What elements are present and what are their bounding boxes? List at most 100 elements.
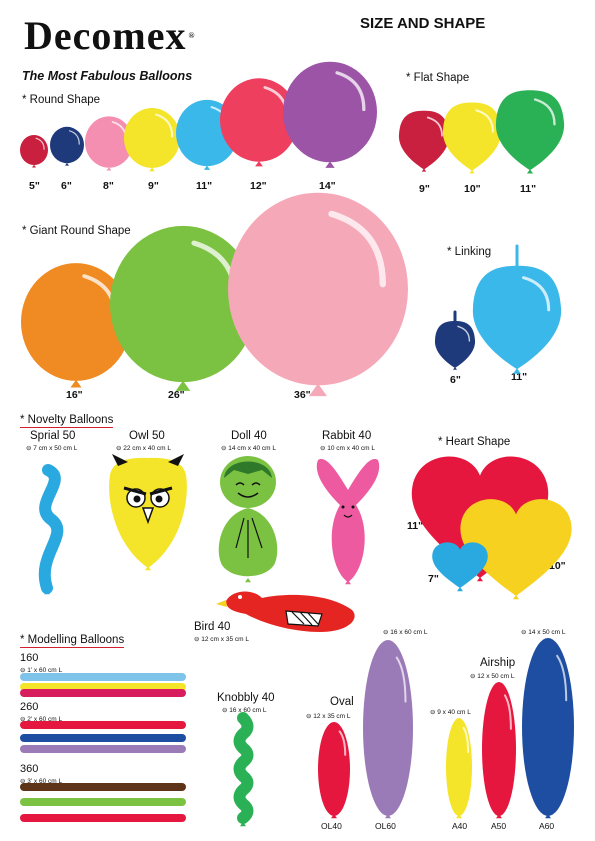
doll-hair	[224, 461, 272, 478]
balloon-knot	[331, 814, 337, 819]
airship-name: Airship	[480, 657, 516, 669]
balloon-knot	[513, 595, 519, 600]
airship-balloon	[446, 718, 472, 819]
balloon-knot	[345, 580, 351, 585]
knobbly-name: Knobbly 40	[217, 692, 275, 704]
giant-size-label: 36"	[294, 389, 311, 401]
balloon-body	[398, 110, 450, 170]
balloon-knot	[70, 379, 82, 388]
airship-dims: ⊖ 9 x 40 cm L	[430, 709, 471, 716]
balloon-highlight	[335, 71, 366, 112]
bird-eye	[238, 595, 242, 599]
round-size-label: 11"	[196, 180, 213, 192]
modelling-balloon	[20, 734, 186, 742]
flat-balloon	[398, 110, 450, 172]
giant-size-label: 26"	[168, 389, 185, 401]
balloon-body	[495, 90, 565, 171]
balloon-highlight	[328, 210, 386, 288]
balloon-knot	[421, 168, 427, 172]
balloon-highlight	[395, 656, 407, 703]
balloon-highlight	[457, 325, 471, 342]
balloon-knot	[145, 566, 151, 571]
round-balloon	[50, 126, 84, 166]
owl-beak	[141, 507, 155, 525]
airship-code: A40	[452, 821, 468, 831]
round-balloon	[124, 108, 180, 172]
oval-dims: ⊖ 16 x 60 cm L	[383, 629, 428, 636]
heart-size-label: 11"	[407, 520, 424, 532]
balloon-body	[20, 135, 48, 165]
balloon-body	[21, 263, 131, 381]
balloon-knot	[513, 368, 521, 374]
balloon-knot	[149, 167, 155, 172]
modelling-balloon	[20, 798, 186, 806]
balloon-body	[228, 192, 408, 386]
modelling-balloon	[20, 673, 186, 681]
balloon-body	[460, 499, 572, 596]
bird-dims: ⊖ 12 cm x 35 cm L	[194, 636, 249, 643]
airship-dims: ⊖ 14 x 50 cm L	[521, 629, 566, 636]
oval-balloon	[318, 722, 350, 819]
balloon-highlight	[338, 730, 347, 756]
modelling-balloon	[20, 745, 186, 753]
novelty-dims: ⊖ 7 cm x 50 cm L	[26, 445, 78, 452]
novelty-heading: * Novelty Balloons	[20, 414, 114, 428]
bird-wing	[285, 610, 323, 627]
balloon-knot	[245, 578, 251, 583]
brand-tagline: The Most Fabulous Balloons	[22, 69, 193, 83]
round-size-label: 9"	[148, 180, 159, 192]
modelling-balloon	[20, 814, 186, 822]
balloon-body	[50, 126, 84, 164]
balloon-knot	[203, 165, 211, 170]
bird-beak	[216, 600, 227, 607]
page-title: SIZE AND SHAPE	[360, 15, 486, 32]
balloon-knot	[44, 590, 50, 595]
balloon-body	[432, 542, 488, 588]
rabbit-eye	[341, 505, 345, 509]
balloon-highlight	[155, 113, 174, 138]
knobbly-balloon	[233, 712, 254, 827]
balloon-body	[38, 464, 64, 594]
balloon-knot	[309, 383, 327, 397]
owl-balloon	[109, 454, 187, 571]
balloon-knot	[175, 380, 191, 391]
balloon-knot	[325, 161, 335, 168]
balloon-body	[446, 718, 472, 816]
balloon-knot	[545, 814, 551, 819]
rabbit-mouth	[343, 514, 353, 518]
balloon-knot	[469, 169, 475, 174]
balloon-highlight	[475, 109, 494, 133]
novelty-name: Rabbit 40	[322, 430, 372, 442]
modelling-heading: * Modelling Balloons	[20, 634, 125, 648]
owl-brows	[123, 486, 173, 496]
rabbit-eye	[351, 505, 355, 509]
airship-code: A60	[539, 821, 555, 831]
linking-heading: * Linking	[447, 246, 492, 258]
flat-heading: * Flat Shape	[406, 72, 470, 84]
oval-dims: ⊖ 12 x 35 cm L	[306, 713, 351, 720]
linking-size-label: 11"	[511, 371, 528, 383]
balloon-body	[522, 638, 574, 816]
linking-size-label: 6"	[450, 374, 461, 386]
balloon-body	[85, 116, 133, 168]
balloon-body	[363, 640, 413, 816]
balloon-body	[283, 61, 377, 163]
doll-mouth	[237, 492, 259, 498]
novelty-name: Sprial 50	[30, 430, 76, 442]
balloon-body	[482, 682, 516, 816]
balloon-body	[316, 459, 380, 582]
balloon-knot	[32, 164, 36, 168]
round-size-label: 14"	[319, 180, 336, 192]
linking-balloon	[434, 310, 476, 370]
balloon-body	[233, 712, 254, 824]
heart-balloon	[432, 542, 488, 592]
airship-code: A50	[491, 821, 507, 831]
balloon-body	[124, 108, 180, 168]
oval-code: OL40	[321, 821, 342, 831]
novelty-dims: ⊖ 10 cm x 40 cm L	[320, 445, 375, 452]
balloon-knot	[106, 167, 112, 171]
novelty-dims: ⊖ 22 cm x 40 cm L	[116, 445, 171, 452]
oval-balloon	[363, 640, 413, 819]
balloon-knot	[457, 587, 463, 592]
owl-pupil	[133, 495, 141, 503]
